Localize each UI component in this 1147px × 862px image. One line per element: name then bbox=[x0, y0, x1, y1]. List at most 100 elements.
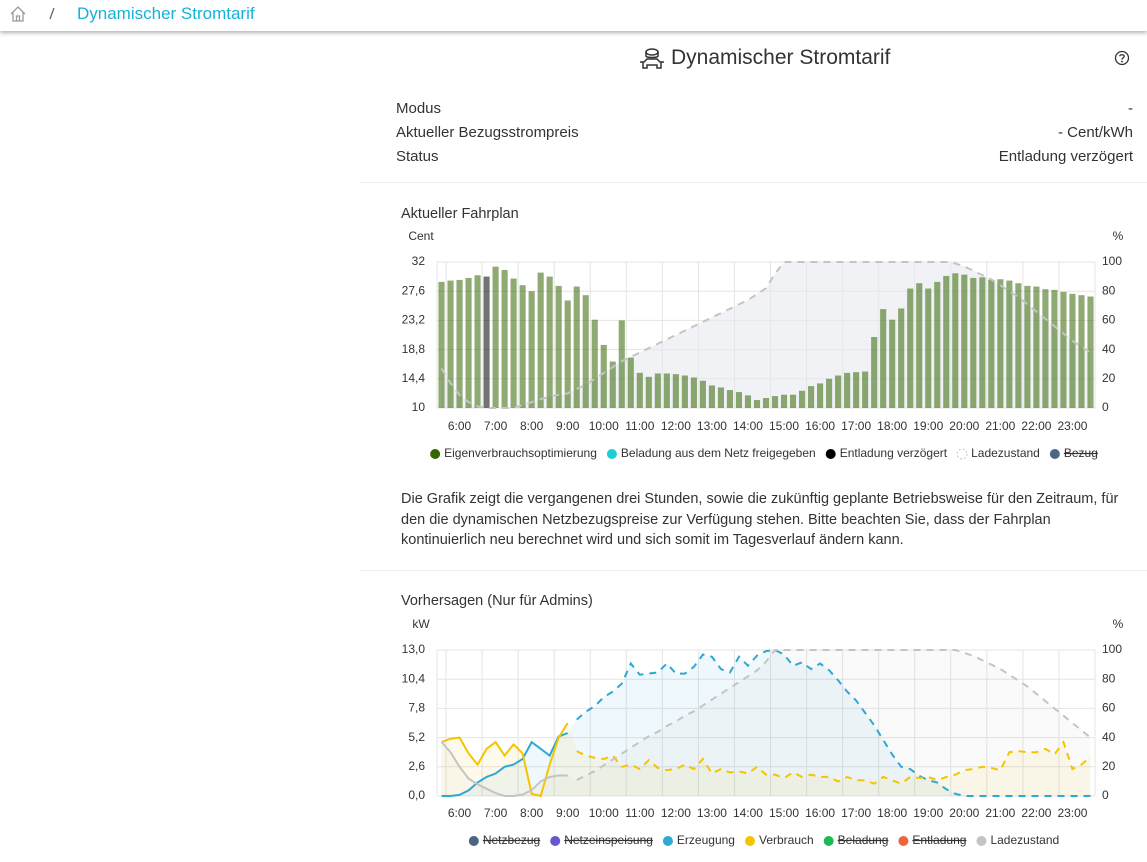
info-value: - Cent/kWh bbox=[1057, 124, 1133, 141]
bar bbox=[1051, 289, 1058, 408]
bar bbox=[627, 357, 634, 408]
legend-label: Ladezustand bbox=[990, 833, 1059, 847]
separator bbox=[360, 570, 1147, 571]
x-tick-label: 22:00 bbox=[1021, 806, 1051, 820]
bar bbox=[681, 375, 688, 408]
breadcrumb[interactable]: Dynamischer Stromtarif bbox=[77, 4, 255, 23]
legend-item[interactable]: Erzeugung bbox=[662, 833, 735, 847]
legend-item[interactable]: Ladezustand bbox=[976, 833, 1059, 847]
description: Die Grafik zeigt die vergangenen drei St… bbox=[401, 491, 1119, 548]
bar bbox=[465, 277, 472, 408]
legend-item[interactable]: Bezug bbox=[1049, 446, 1098, 460]
legend-item[interactable]: Eigenverbrauchsoptimierung bbox=[430, 446, 597, 460]
x-tick-label: 18:00 bbox=[877, 806, 907, 820]
bar bbox=[528, 291, 535, 408]
chart-title: Vorhersagen (Nur für Admins) bbox=[401, 593, 593, 609]
x-tick-label: 9:00 bbox=[556, 806, 580, 820]
separator bbox=[360, 182, 1147, 183]
info-label: Status bbox=[396, 148, 439, 165]
bar bbox=[699, 380, 706, 408]
bar bbox=[1015, 283, 1022, 408]
area bbox=[441, 723, 1091, 796]
help-icon[interactable] bbox=[1114, 50, 1130, 66]
bar bbox=[645, 376, 652, 408]
bar bbox=[726, 390, 734, 408]
legend-item[interactable]: Beladung aus dem Netz freigegeben bbox=[606, 446, 816, 460]
bar bbox=[871, 336, 878, 408]
x-tick-label: 13:00 bbox=[697, 419, 727, 433]
x-tick-label: 11:00 bbox=[625, 806, 654, 820]
bar bbox=[798, 390, 806, 408]
home-icon[interactable] bbox=[9, 5, 27, 23]
bar bbox=[654, 373, 661, 408]
bar bbox=[1033, 286, 1040, 408]
x-tick-label: 9:00 bbox=[556, 419, 580, 433]
bar bbox=[582, 295, 589, 408]
x-tick-label: 13:00 bbox=[697, 806, 727, 820]
legend: Eigenverbrauchsoptimierung Beladung aus d… bbox=[430, 446, 1098, 460]
bar bbox=[916, 283, 923, 408]
bar bbox=[1006, 280, 1013, 408]
y-tick-label: 14,4 bbox=[402, 371, 426, 385]
x-tick-label: 17:00 bbox=[841, 806, 871, 820]
legend-item[interactable]: Ladezustand bbox=[956, 446, 1040, 460]
bar bbox=[672, 374, 679, 408]
x-tick-label: 17:00 bbox=[841, 419, 871, 433]
bar bbox=[537, 272, 544, 408]
y-tick-label: 32 bbox=[412, 254, 426, 268]
bar bbox=[780, 394, 788, 408]
legend: Netzbezug Netzeinspeisung Erzeugung Verbrau… bbox=[468, 833, 1059, 847]
y-tick-label: 0,0 bbox=[408, 788, 425, 802]
x-tick-label: 23:00 bbox=[1057, 806, 1087, 820]
x-tick-label: 10:00 bbox=[589, 806, 619, 820]
x-tick-label: 12:00 bbox=[661, 419, 691, 433]
legend-item[interactable]: Netzbezug bbox=[468, 833, 540, 847]
bar bbox=[880, 309, 887, 408]
bar bbox=[997, 279, 1004, 408]
legend-label: Verbrauch bbox=[759, 833, 814, 847]
legend-item[interactable]: Verbrauch bbox=[744, 833, 814, 847]
bar bbox=[762, 398, 770, 408]
legend-item[interactable]: Beladung bbox=[823, 833, 889, 847]
bar bbox=[600, 344, 607, 408]
chart-title: Aktueller Fahrplan bbox=[401, 206, 519, 222]
bar bbox=[970, 277, 977, 408]
legend-marker bbox=[430, 449, 441, 459]
y-axis-unit: Cent bbox=[408, 229, 434, 243]
bar bbox=[961, 274, 968, 408]
legend-item[interactable]: Entladung bbox=[898, 833, 966, 847]
bar bbox=[771, 396, 779, 408]
bar bbox=[1087, 296, 1094, 408]
y2-tick-label: 40 bbox=[1102, 730, 1116, 744]
legend-marker bbox=[550, 836, 561, 846]
bar bbox=[474, 275, 481, 408]
y2-axis-unit: % bbox=[1113, 617, 1124, 631]
x-tick-label: 18:00 bbox=[877, 419, 907, 433]
bar bbox=[835, 375, 842, 408]
legend-marker bbox=[468, 836, 479, 846]
y-tick-label: 10,4 bbox=[402, 671, 426, 685]
legend-item[interactable]: Entladung verzögert bbox=[825, 446, 948, 460]
legend-label: Ladezustand bbox=[971, 446, 1040, 460]
y-tick-label: 27,6 bbox=[402, 283, 426, 297]
area bbox=[441, 650, 1091, 796]
legend-label: Eigenverbrauchsoptimierung bbox=[444, 446, 597, 460]
bar bbox=[519, 285, 526, 408]
legend-label: Erzeugung bbox=[677, 833, 735, 847]
x-tick-label: 8:00 bbox=[520, 806, 544, 820]
y2-tick-label: 40 bbox=[1102, 342, 1116, 356]
line bbox=[576, 649, 1092, 781]
x-tick-label: 14:00 bbox=[733, 419, 763, 433]
x-tick-label: 15:00 bbox=[769, 419, 799, 433]
x-tick-label: 12:00 bbox=[661, 806, 691, 820]
bar bbox=[826, 378, 833, 408]
x-tick-label: 8:00 bbox=[520, 419, 544, 433]
legend-item[interactable]: Netzeinspeisung bbox=[550, 833, 653, 847]
y-tick-label: 7,8 bbox=[408, 701, 425, 715]
line bbox=[441, 722, 569, 798]
bar bbox=[447, 280, 454, 408]
info-row: Aktueller Bezugsstrompreis - Cent/kWh bbox=[396, 124, 1133, 144]
bar bbox=[952, 273, 959, 408]
bar bbox=[753, 400, 761, 408]
bar bbox=[546, 276, 553, 408]
